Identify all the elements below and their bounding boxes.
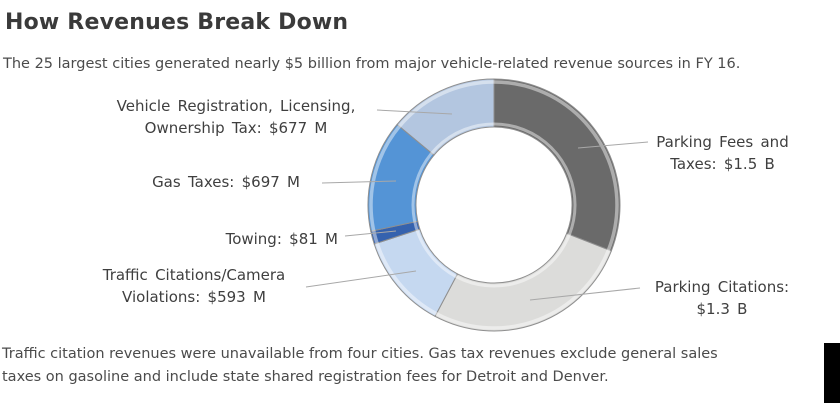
donut-slice-parking-fees-and-taxes bbox=[493, 78, 621, 252]
callout-line: Taxes: $1.5 B bbox=[670, 155, 775, 173]
donut-slice-parking-citations bbox=[434, 232, 612, 332]
black-rectangle bbox=[824, 343, 840, 403]
callout-towing: Towing: $81 M bbox=[170, 228, 338, 250]
leader-line-0 bbox=[577, 141, 649, 149]
leader-line-1 bbox=[529, 287, 641, 301]
donut-slice-vehicle-registration-licensing-ownership-tax bbox=[396, 78, 495, 156]
page-subtitle: The 25 largest cities generated nearly $… bbox=[3, 56, 741, 72]
callout-line: Violations: $593 M bbox=[122, 288, 266, 306]
donut-bevel-rim bbox=[369, 80, 619, 330]
footnote-line: taxes on gasoline and include state shar… bbox=[2, 369, 609, 385]
callout-gas-taxes: Gas Taxes: $697 M bbox=[110, 171, 300, 193]
leader-line-5 bbox=[376, 109, 453, 115]
callout-line: Towing: $81 M bbox=[225, 230, 338, 248]
callout-line: Ownership Tax: $677 M bbox=[144, 119, 328, 137]
footnote-line: Traffic citation revenues were unavailab… bbox=[2, 346, 718, 362]
callout-traffic-citations: Traffic Citations/Camera Violations: $59… bbox=[86, 264, 302, 308]
callout-line: Gas Taxes: $697 M bbox=[152, 173, 300, 191]
callout-vehicle-registration: Vehicle Registration, Licensing, Ownersh… bbox=[100, 95, 372, 139]
callout-line: Traffic Citations/Camera bbox=[102, 266, 286, 284]
callout-line: Parking Citations: bbox=[654, 278, 790, 296]
callout-parking-citations: Parking Citations: $1.3 B bbox=[642, 276, 802, 320]
leader-line-3 bbox=[344, 230, 397, 237]
callout-line: Parking Fees and bbox=[656, 133, 789, 151]
page-title: How Revenues Break Down bbox=[5, 10, 349, 35]
callout-parking-fees: Parking Fees and Taxes: $1.5 B bbox=[640, 131, 805, 175]
leader-line-2 bbox=[305, 270, 417, 288]
callout-line: $1.3 B bbox=[696, 300, 748, 318]
leader-line-4 bbox=[321, 180, 397, 184]
footnote: Traffic citation revenues were unavailab… bbox=[2, 343, 822, 389]
donut-bevel-rim bbox=[411, 122, 577, 288]
callout-line: Vehicle Registration, Licensing, bbox=[116, 97, 356, 115]
